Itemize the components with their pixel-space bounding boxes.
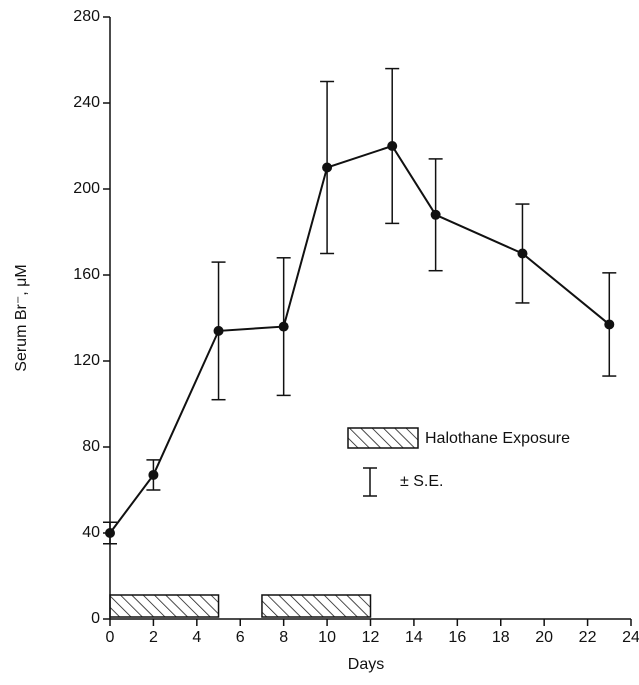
y-tick-label: 0 xyxy=(91,610,100,627)
point xyxy=(604,319,615,330)
x-tick-label: 6 xyxy=(236,629,245,646)
y-tick-label: 80 xyxy=(82,438,100,455)
y-tick-label: 240 xyxy=(73,94,100,111)
y-tick-label: 200 xyxy=(73,180,100,197)
y-tick-label: 280 xyxy=(73,8,100,25)
legend-label: ± S.E. xyxy=(400,473,443,490)
x-axis-label: Days xyxy=(348,656,384,673)
x-tick-label: 22 xyxy=(579,629,597,646)
point xyxy=(148,469,159,480)
legend-error-icon xyxy=(363,467,377,497)
x-tick-label: 4 xyxy=(192,629,201,646)
point xyxy=(387,141,398,151)
legend-swatch xyxy=(347,427,419,449)
x-tick-label: 0 xyxy=(106,629,115,646)
line xyxy=(109,144,610,534)
y-tick-label: 120 xyxy=(73,352,100,369)
y-tick-label: 160 xyxy=(73,266,100,283)
x-tick-label: 20 xyxy=(535,629,553,646)
point xyxy=(278,321,289,332)
x-tick-label: 24 xyxy=(622,629,639,646)
exposure-bar xyxy=(109,594,220,618)
legend-label: Halothane Exposure xyxy=(425,430,570,447)
y-axis-label: Serum Br⁻, μM xyxy=(13,264,30,371)
x-tick-label: 12 xyxy=(362,629,380,646)
point xyxy=(105,528,115,538)
x-tick-label: 16 xyxy=(448,629,466,646)
point xyxy=(517,248,528,259)
exposure-bar xyxy=(261,594,372,618)
x-tick-label: 8 xyxy=(279,629,288,646)
y-tick-label: 40 xyxy=(82,524,100,541)
x-tick-label: 14 xyxy=(405,629,423,646)
point xyxy=(213,325,224,336)
point xyxy=(322,162,333,173)
x-tick-label: 18 xyxy=(492,629,510,646)
x-tick-label: 2 xyxy=(149,629,158,646)
point xyxy=(430,209,441,220)
x-tick-label: 10 xyxy=(318,629,336,646)
